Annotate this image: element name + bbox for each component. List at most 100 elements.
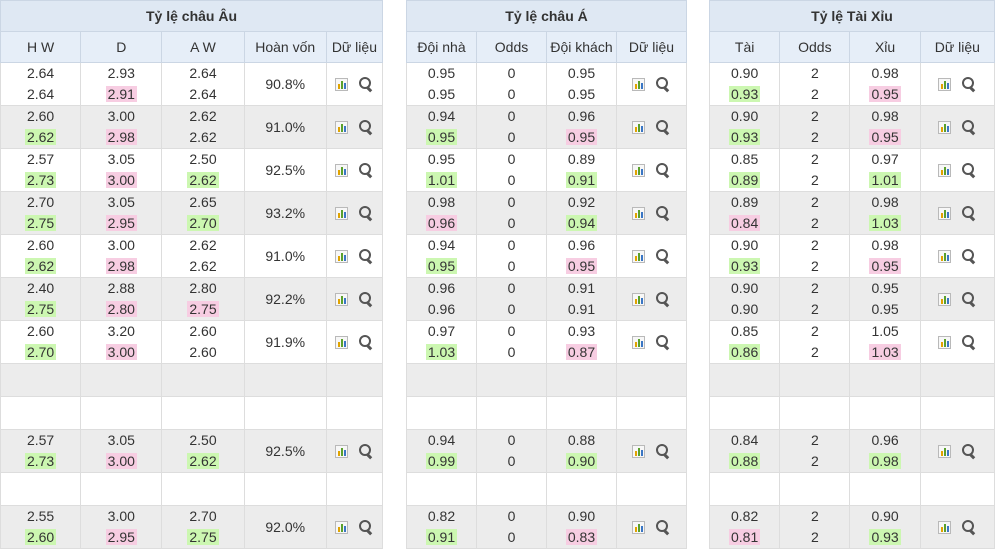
current-odds: 0.96 (425, 215, 458, 231)
bar-chart-icon[interactable] (937, 249, 951, 263)
bar-chart-icon[interactable] (632, 335, 646, 349)
magnifier-icon[interactable] (655, 119, 671, 135)
odds-cell: 1.05 1.03 (849, 320, 921, 364)
magnifier-icon[interactable] (655, 291, 671, 307)
panel-title: Tỷ lệ Tài Xỉu (709, 0, 995, 32)
magnifier-icon[interactable] (961, 334, 977, 350)
magnifier-icon[interactable] (655, 519, 671, 535)
bar-chart-icon[interactable] (334, 77, 348, 91)
magnifier-icon[interactable] (655, 76, 671, 92)
magnifier-icon[interactable] (655, 248, 671, 264)
table-row: 2.57 2.73 3.05 3.00 2.50 2.62 92.5% (0, 148, 384, 192)
bar-chart-icon[interactable] (937, 520, 951, 534)
magnifier-icon[interactable] (961, 76, 977, 92)
table-row: 0.82 0.91 0 0 0.90 0.83 (406, 505, 688, 549)
current-odds: 2.70 (187, 215, 219, 231)
opening-odds: 0.90 (730, 65, 759, 81)
magnifier-icon[interactable] (358, 443, 374, 459)
magnifier-icon[interactable] (655, 334, 671, 350)
opening-odds: 0.96 (427, 280, 456, 296)
current-odds: 0.93 (869, 529, 901, 545)
odds-cell: 0.90 0.93 (708, 105, 781, 149)
data-cell (325, 62, 384, 106)
magnifier-icon[interactable] (655, 205, 671, 221)
data-cell (615, 277, 688, 321)
magnifier-icon[interactable] (358, 76, 374, 92)
bar-chart-icon[interactable] (632, 444, 646, 458)
current-odds: 2 (810, 258, 819, 274)
bar-chart-icon[interactable] (937, 120, 951, 134)
table-row: 0.94 0.99 0 0 0.88 0.90 (406, 429, 688, 473)
odds-cell: 0.94 0.95 (406, 105, 477, 149)
magnifier-icon[interactable] (358, 519, 374, 535)
bar-chart-icon[interactable] (334, 292, 348, 306)
bar-chart-icon[interactable] (937, 292, 951, 306)
magnifier-icon[interactable] (961, 248, 977, 264)
magnifier-icon[interactable] (358, 119, 374, 135)
bar-chart-icon[interactable] (632, 163, 646, 177)
current-odds: 0.96 (427, 301, 456, 317)
magnifier-icon[interactable] (655, 162, 671, 178)
data-cell (325, 320, 384, 364)
current-odds: 0.95 (425, 129, 458, 145)
odds-cell: 2.88 2.80 (80, 277, 163, 321)
current-odds: 0.95 (869, 258, 901, 274)
opening-odds: 2.93 (107, 65, 135, 81)
magnifier-icon[interactable] (961, 205, 977, 221)
bar-chart-icon[interactable] (334, 335, 348, 349)
payout-percent: 92.5% (243, 148, 327, 192)
bar-chart-icon[interactable] (334, 249, 348, 263)
current-odds: 0.91 (565, 172, 598, 188)
odds-cell: 3.05 3.00 (80, 148, 163, 192)
magnifier-icon[interactable] (961, 291, 977, 307)
magnifier-icon[interactable] (358, 334, 374, 350)
odds-cell: 0.85 0.86 (708, 320, 781, 364)
bar-chart-icon[interactable] (937, 444, 951, 458)
bar-chart-icon[interactable] (632, 120, 646, 134)
bar-chart-icon[interactable] (334, 120, 348, 134)
bar-chart-icon[interactable] (334, 206, 348, 220)
current-odds: 2.98 (105, 129, 137, 145)
magnifier-icon[interactable] (358, 248, 374, 264)
bar-chart-icon[interactable] (632, 292, 646, 306)
data-cell (615, 148, 688, 192)
opening-odds: 0.94 (427, 432, 456, 448)
magnifier-icon[interactable] (655, 443, 671, 459)
table-row: 0.89 0.84 2 2 0.98 1.03 (708, 191, 995, 235)
column-header: A W (161, 31, 245, 63)
bar-chart-icon[interactable] (937, 163, 951, 177)
data-cell (919, 277, 995, 321)
current-odds: 0 (507, 453, 516, 469)
bar-chart-icon[interactable] (632, 77, 646, 91)
current-odds: 2.95 (105, 529, 137, 545)
bar-chart-icon[interactable] (334, 520, 348, 534)
current-odds: 0.87 (565, 344, 598, 360)
bar-chart-icon[interactable] (937, 335, 951, 349)
bar-chart-icon[interactable] (632, 206, 646, 220)
magnifier-icon[interactable] (358, 205, 374, 221)
magnifier-icon[interactable] (961, 443, 977, 459)
magnifier-icon[interactable] (961, 119, 977, 135)
current-odds: 2 (810, 129, 819, 145)
opening-odds: 0.90 (567, 508, 596, 524)
table-row: 2.64 2.64 2.93 2.91 2.64 2.64 90.8% (0, 62, 384, 106)
bar-chart-icon[interactable] (334, 163, 348, 177)
magnifier-icon[interactable] (961, 519, 977, 535)
current-odds: 0.88 (728, 453, 761, 469)
table-row: 0.90 0.93 2 2 0.98 0.95 (708, 105, 995, 149)
bar-chart-icon[interactable] (937, 206, 951, 220)
bar-chart-icon[interactable] (937, 77, 951, 91)
panel-title: Tỷ lệ châu Âu (0, 0, 383, 32)
magnifier-icon[interactable] (358, 291, 374, 307)
magnifier-icon[interactable] (358, 162, 374, 178)
bar-chart-icon[interactable] (334, 444, 348, 458)
opening-odds: 2.60 (26, 237, 55, 253)
magnifier-icon[interactable] (961, 162, 977, 178)
empty-row (708, 363, 995, 397)
bar-chart-icon[interactable] (632, 249, 646, 263)
bar-chart-icon[interactable] (632, 520, 646, 534)
